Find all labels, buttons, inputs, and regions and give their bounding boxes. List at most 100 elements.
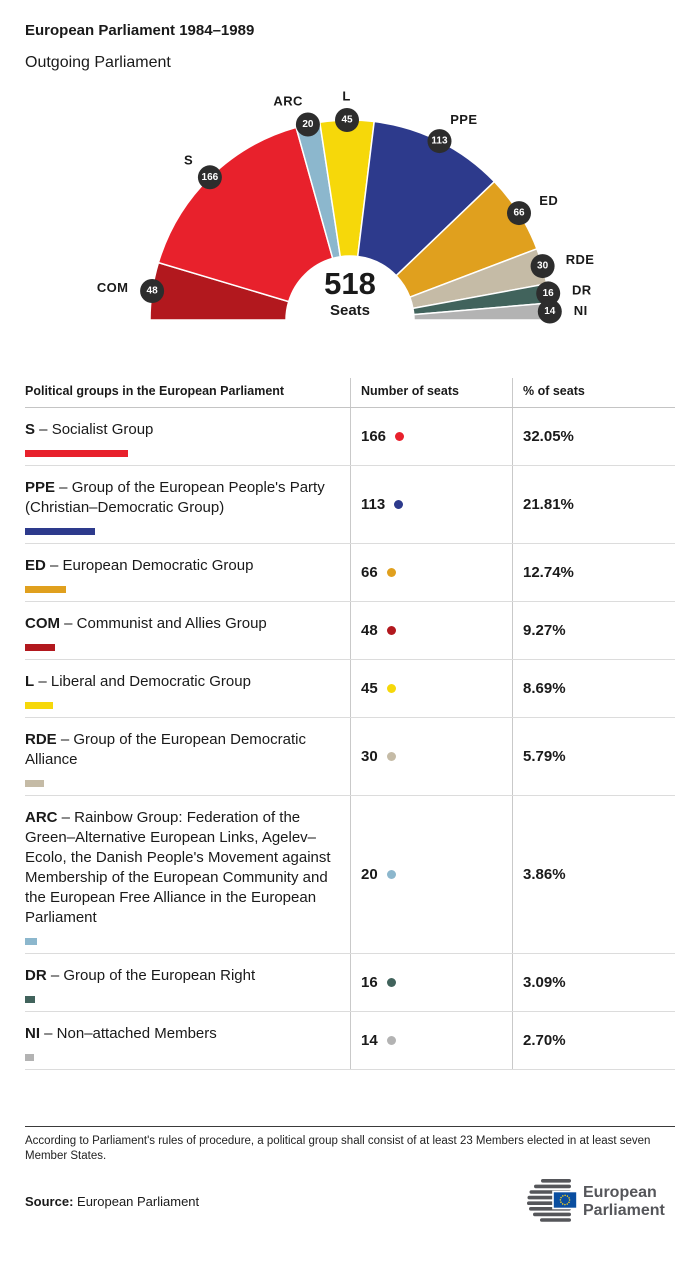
group-name: DR – Group of the European Right (25, 966, 334, 986)
group-color-dot (386, 684, 396, 693)
seat-badge-RDE (530, 254, 555, 279)
segment-label-L: L (342, 89, 350, 104)
group-abbr: DR (25, 967, 47, 984)
page-title: European Parliament 1984–1989 (25, 22, 255, 39)
table-row: ARC – Rainbow Group: Federation of the G… (25, 796, 675, 954)
group-name: PPE – Group of the European People's Par… (25, 478, 334, 518)
seat-badge-DR (536, 281, 561, 306)
group-abbr: ED (25, 557, 46, 574)
segment-label-COM: COM (97, 280, 129, 295)
seat-badge-value-NI: 14 (544, 306, 556, 317)
group-name: NI – Non–attached Members (25, 1024, 334, 1044)
seat-badge-value-DR: 16 (543, 288, 555, 299)
group-name-rest: – European Democratic Group (45, 557, 254, 574)
table-row: PPE – Group of the European People's Par… (25, 466, 675, 544)
segment-S (157, 126, 334, 303)
group-seats: 14 (361, 1032, 378, 1049)
logo-text-line2: Parliament (583, 1202, 665, 1219)
group-name: ARC – Rainbow Group: Federation of the G… (25, 808, 334, 928)
seat-badge-ED (507, 201, 531, 226)
group-name-rest: – Group of the European People's Party (… (25, 479, 325, 516)
source-value: European Parliament (73, 1193, 200, 1209)
group-name-rest: – Non–attached Members (40, 1025, 217, 1042)
group-pct: 12.74% (523, 564, 574, 581)
group-abbr: RDE (25, 731, 57, 748)
seat-badge-value-ED: 66 (513, 208, 525, 219)
group-pct: 3.09% (523, 974, 566, 991)
total-seats-value: 518 (324, 266, 376, 301)
seat-badge-value-RDE: 30 (537, 261, 549, 272)
group-name: L – Liberal and Democratic Group (25, 672, 334, 692)
table-body: S – Socialist Group 166 32.05% PPE – Gro… (25, 408, 675, 1070)
seat-badge-value-PPE: 113 (431, 136, 448, 147)
table-header-row: Political groups in the European Parliam… (25, 378, 675, 408)
group-color-dot (386, 1036, 396, 1045)
segment-label-S: S (184, 153, 193, 168)
seat-badge-value-L: 45 (341, 115, 353, 126)
group-pct: 21.81% (523, 496, 574, 513)
group-abbr: ARC (25, 809, 58, 826)
group-abbr: L (25, 673, 35, 690)
seat-badge-S (197, 165, 222, 190)
group-seats: 166 (361, 428, 387, 445)
table-row: DR – Group of the European Right 16 3.09… (25, 954, 675, 1012)
segment-label-NI: NI (574, 303, 588, 318)
group-seat-bar (25, 586, 66, 593)
table-row: S – Socialist Group 166 32.05% (25, 408, 675, 466)
source-line: Source: European Parliament (25, 1194, 199, 1209)
seat-badge-NI (537, 299, 562, 324)
table-row: ED – European Democratic Group 66 12.74% (25, 544, 675, 602)
group-abbr: NI (25, 1025, 40, 1042)
group-pct: 5.79% (523, 748, 566, 765)
group-abbr: COM (25, 615, 60, 632)
group-abbr: PPE (25, 479, 56, 496)
group-color-dot (386, 752, 396, 761)
group-name: RDE – Group of the European Democratic A… (25, 730, 334, 770)
group-seat-bar (25, 528, 96, 535)
group-seats: 45 (361, 680, 378, 697)
group-pct: 9.27% (523, 622, 566, 639)
seat-badge-COM (140, 279, 165, 303)
bottom-bar: Source: European Parliament European Par… (25, 1178, 675, 1224)
group-pct: 8.69% (523, 680, 566, 697)
group-color-dot (394, 500, 404, 509)
group-color-dot (386, 870, 396, 879)
group-seat-bar (25, 644, 55, 651)
seat-badge-value-COM: 48 (147, 286, 159, 297)
table-row: RDE – Group of the European Democratic A… (25, 718, 675, 796)
group-pct: 2.70% (523, 1032, 566, 1049)
group-abbr: S (25, 421, 36, 438)
group-name-rest: – Communist and Allies Group (60, 615, 267, 632)
seats-table: Political groups in the European Parliam… (25, 378, 675, 1070)
group-seats: 113 (361, 496, 386, 513)
group-color-dot (386, 626, 396, 635)
segment-label-ED: ED (539, 193, 558, 208)
seat-badge-value-ARC: 20 (302, 119, 314, 130)
col-header-pct: % of seats (512, 378, 675, 407)
segment-label-PPE: PPE (450, 112, 477, 127)
seat-badge-PPE (427, 129, 452, 154)
source-label: Source: (25, 1193, 74, 1209)
group-seat-bar (25, 996, 35, 1003)
table-row: COM – Communist and Allies Group 48 9.27… (25, 602, 675, 660)
group-pct: 32.05% (523, 428, 574, 445)
group-seat-bar (25, 780, 44, 787)
table-row: NI – Non–attached Members 14 2.70% (25, 1012, 675, 1070)
eu-flag-icon (552, 1190, 578, 1210)
group-seats: 66 (361, 564, 378, 581)
group-name-rest: – Group of the European Democratic Allia… (25, 731, 306, 768)
group-seats: 16 (361, 974, 378, 991)
total-seats-label: Seats (330, 302, 370, 319)
group-name: ED – European Democratic Group (25, 556, 334, 576)
group-color-dot (386, 568, 396, 577)
group-seat-bar (25, 450, 128, 457)
segment-label-DR: DR (572, 283, 592, 298)
seat-badge-ARC (295, 112, 320, 137)
segment-PPE (356, 120, 496, 277)
col-header-groups: Political groups in the European Parliam… (25, 384, 285, 398)
group-name-rest: – Liberal and Democratic Group (34, 673, 251, 690)
ep-logo: European Parliament (527, 1179, 665, 1222)
group-pct: 3.86% (523, 866, 566, 883)
group-seat-bar (25, 938, 38, 945)
